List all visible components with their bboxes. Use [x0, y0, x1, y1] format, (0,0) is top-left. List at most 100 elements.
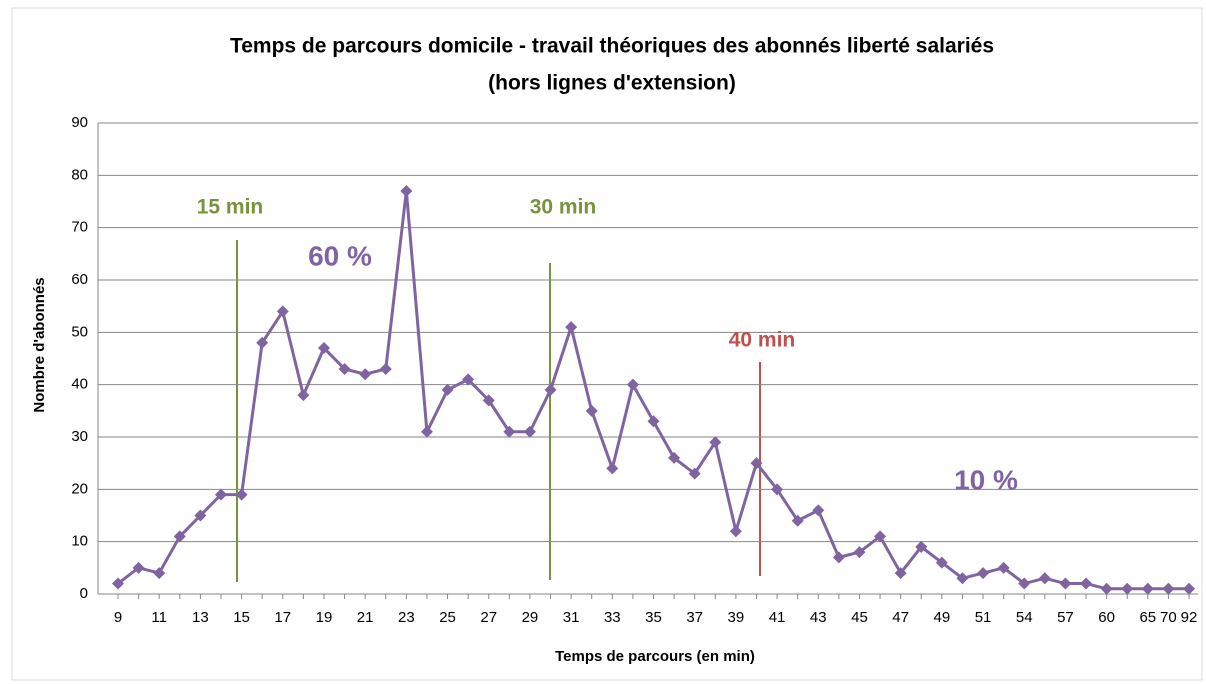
y-tick-label: 50 — [71, 323, 88, 340]
data-point — [585, 404, 598, 417]
x-tick-label: 23 — [398, 609, 415, 626]
data-point — [112, 577, 124, 590]
annotation: 60 % — [308, 240, 372, 271]
data-point — [173, 530, 186, 543]
annotation: 10 % — [954, 464, 1018, 495]
x-axis-label: Temps de parcours (en min) — [555, 648, 755, 665]
x-tick-label: 49 — [934, 609, 951, 626]
data-point — [832, 551, 845, 564]
x-tick-label: 41 — [769, 609, 786, 626]
chart-title: Temps de parcours domicile - travail thé… — [230, 35, 994, 58]
data-point — [153, 567, 166, 580]
x-tick-label: 39 — [728, 609, 745, 626]
annotation: 40 min — [729, 329, 796, 352]
data-point — [729, 525, 742, 538]
data-point — [235, 488, 248, 501]
chart-subtitle: (hors lignes d'extension) — [488, 72, 736, 95]
annotation: 15 min — [197, 196, 264, 219]
data-point — [462, 373, 475, 386]
x-tick-label: 21 — [357, 609, 374, 626]
data-point — [1018, 577, 1031, 590]
data-point — [771, 483, 784, 496]
data-point — [1080, 577, 1093, 590]
data-point — [565, 321, 578, 334]
data-point — [853, 546, 866, 559]
x-tick-label: 45 — [851, 609, 868, 626]
data-point — [1141, 582, 1154, 595]
data-point — [647, 415, 660, 428]
data-point — [420, 425, 433, 438]
data-point — [441, 383, 454, 396]
x-tick-label: 19 — [316, 609, 333, 626]
x-tick-label: 47 — [892, 609, 909, 626]
data-point — [317, 342, 330, 355]
data-point — [668, 451, 681, 464]
data-point — [544, 383, 557, 396]
data-point — [276, 305, 289, 318]
annotation: 30 min — [530, 196, 597, 219]
data-point — [379, 362, 392, 375]
data-point — [1100, 582, 1113, 595]
data-point — [503, 425, 516, 438]
data-point — [791, 514, 804, 527]
data-point — [523, 425, 536, 438]
x-tick-label: 29 — [522, 609, 539, 626]
data-point — [297, 389, 310, 402]
x-tick-label: 27 — [480, 609, 497, 626]
data-point — [194, 509, 207, 522]
data-point — [894, 567, 907, 580]
x-tick-label: 51 — [975, 609, 992, 626]
y-tick-label: 10 — [71, 533, 88, 550]
data-point — [338, 362, 351, 375]
data-point — [1162, 582, 1175, 595]
data-point — [626, 378, 639, 391]
y-tick-label: 90 — [71, 114, 88, 131]
data-point — [1059, 577, 1072, 590]
x-tick-label: 60 — [1098, 609, 1115, 626]
data-point — [997, 561, 1010, 574]
x-tick-label: 17 — [274, 609, 291, 626]
data-point — [1121, 582, 1134, 595]
x-tick-label: 33 — [604, 609, 621, 626]
x-tick-label: 31 — [563, 609, 580, 626]
data-point — [750, 457, 763, 470]
data-point — [956, 572, 969, 585]
x-tick-label: 11 — [151, 609, 167, 626]
data-point — [214, 488, 227, 501]
data-point — [606, 462, 619, 475]
y-tick-label: 0 — [80, 585, 88, 602]
x-tick-label: 57 — [1057, 609, 1074, 626]
data-point — [132, 561, 145, 574]
x-tick-label: 43 — [810, 609, 827, 626]
data-point — [400, 185, 413, 198]
data-point — [812, 504, 825, 517]
data-point — [1038, 572, 1051, 585]
y-tick-label: 70 — [71, 219, 88, 236]
data-point — [1183, 582, 1195, 595]
y-tick-label: 60 — [71, 271, 88, 288]
x-tick-label: 35 — [645, 609, 662, 626]
data-point — [709, 436, 722, 449]
x-tick-label: 37 — [686, 609, 703, 626]
data-point — [915, 540, 928, 553]
y-tick-label: 80 — [71, 166, 88, 183]
x-tick-label: 54 — [1016, 609, 1033, 626]
x-tick-label: 9 — [114, 609, 122, 626]
y-tick-label: 20 — [71, 480, 88, 497]
data-point — [688, 467, 701, 480]
data-point — [359, 368, 372, 381]
x-tick-label: 25 — [439, 609, 456, 626]
x-tick-label: 92 — [1181, 609, 1198, 626]
data-point — [935, 556, 948, 569]
y-tick-label: 40 — [71, 376, 88, 393]
x-tick-label: 65 — [1139, 609, 1156, 626]
y-axis-label: Nombre d'abonnés — [31, 277, 48, 412]
x-tick-label: 70 — [1160, 609, 1177, 626]
x-tick-label: 15 — [233, 609, 250, 626]
y-tick-label: 30 — [71, 428, 88, 445]
data-point — [977, 567, 990, 580]
data-point — [256, 336, 269, 349]
x-tick-label: 13 — [192, 609, 209, 626]
data-point — [874, 530, 887, 543]
